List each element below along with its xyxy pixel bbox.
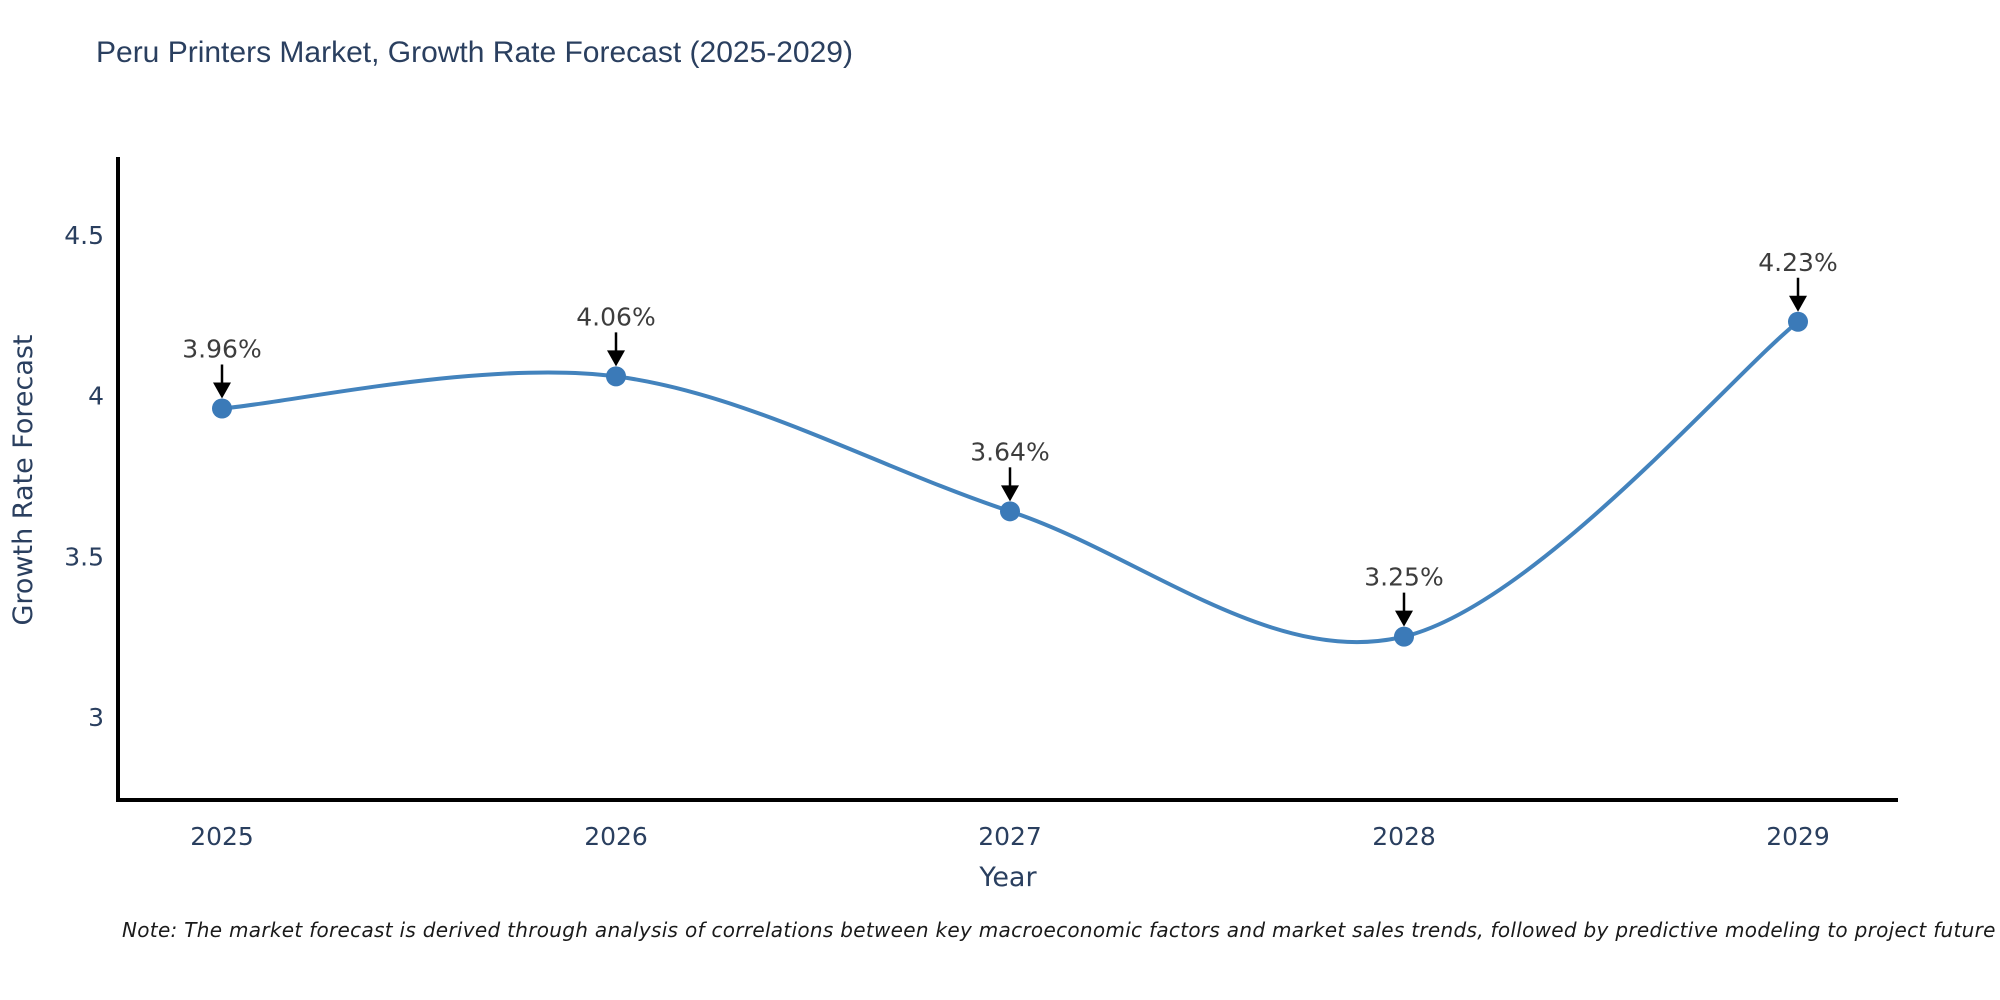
y-tick-label: 3.5 — [64, 542, 104, 571]
annotation-arrow-head — [607, 350, 625, 367]
x-tick-label: 2027 — [978, 822, 1042, 851]
x-tick-label: 2029 — [1766, 822, 1830, 851]
point-annotation: 4.06% — [576, 302, 655, 331]
y-tick-label: 3 — [88, 703, 104, 732]
annotation-arrow-head — [1001, 485, 1019, 502]
point-annotation: 3.96% — [182, 335, 261, 364]
data-point-marker — [1000, 501, 1020, 522]
y-tick-label: 4 — [88, 382, 104, 411]
annotation-arrow-head — [1789, 295, 1807, 312]
annotation-arrow-head — [213, 382, 231, 399]
annotation-arrow-head — [1395, 610, 1413, 627]
x-tick-label: 2028 — [1372, 822, 1436, 851]
footnote: Note: The market forecast is derived thr… — [122, 918, 2000, 942]
chart-title: Peru Printers Market, Growth Rate Foreca… — [96, 36, 853, 69]
x-tick-label: 2026 — [584, 822, 648, 851]
y-axis-title: Growth Rate Forecast — [8, 334, 39, 625]
point-annotation: 4.23% — [1758, 248, 1837, 277]
x-axis-title: Year — [978, 862, 1037, 893]
data-point-marker — [1788, 311, 1808, 332]
data-point-marker — [606, 366, 626, 387]
data-point-marker — [212, 398, 232, 419]
data-point-marker — [1394, 626, 1414, 647]
y-tick-label: 4.5 — [64, 221, 104, 250]
point-annotation: 3.64% — [970, 437, 1049, 466]
point-annotation: 3.25% — [1364, 563, 1443, 592]
x-tick-label: 2025 — [190, 822, 254, 851]
